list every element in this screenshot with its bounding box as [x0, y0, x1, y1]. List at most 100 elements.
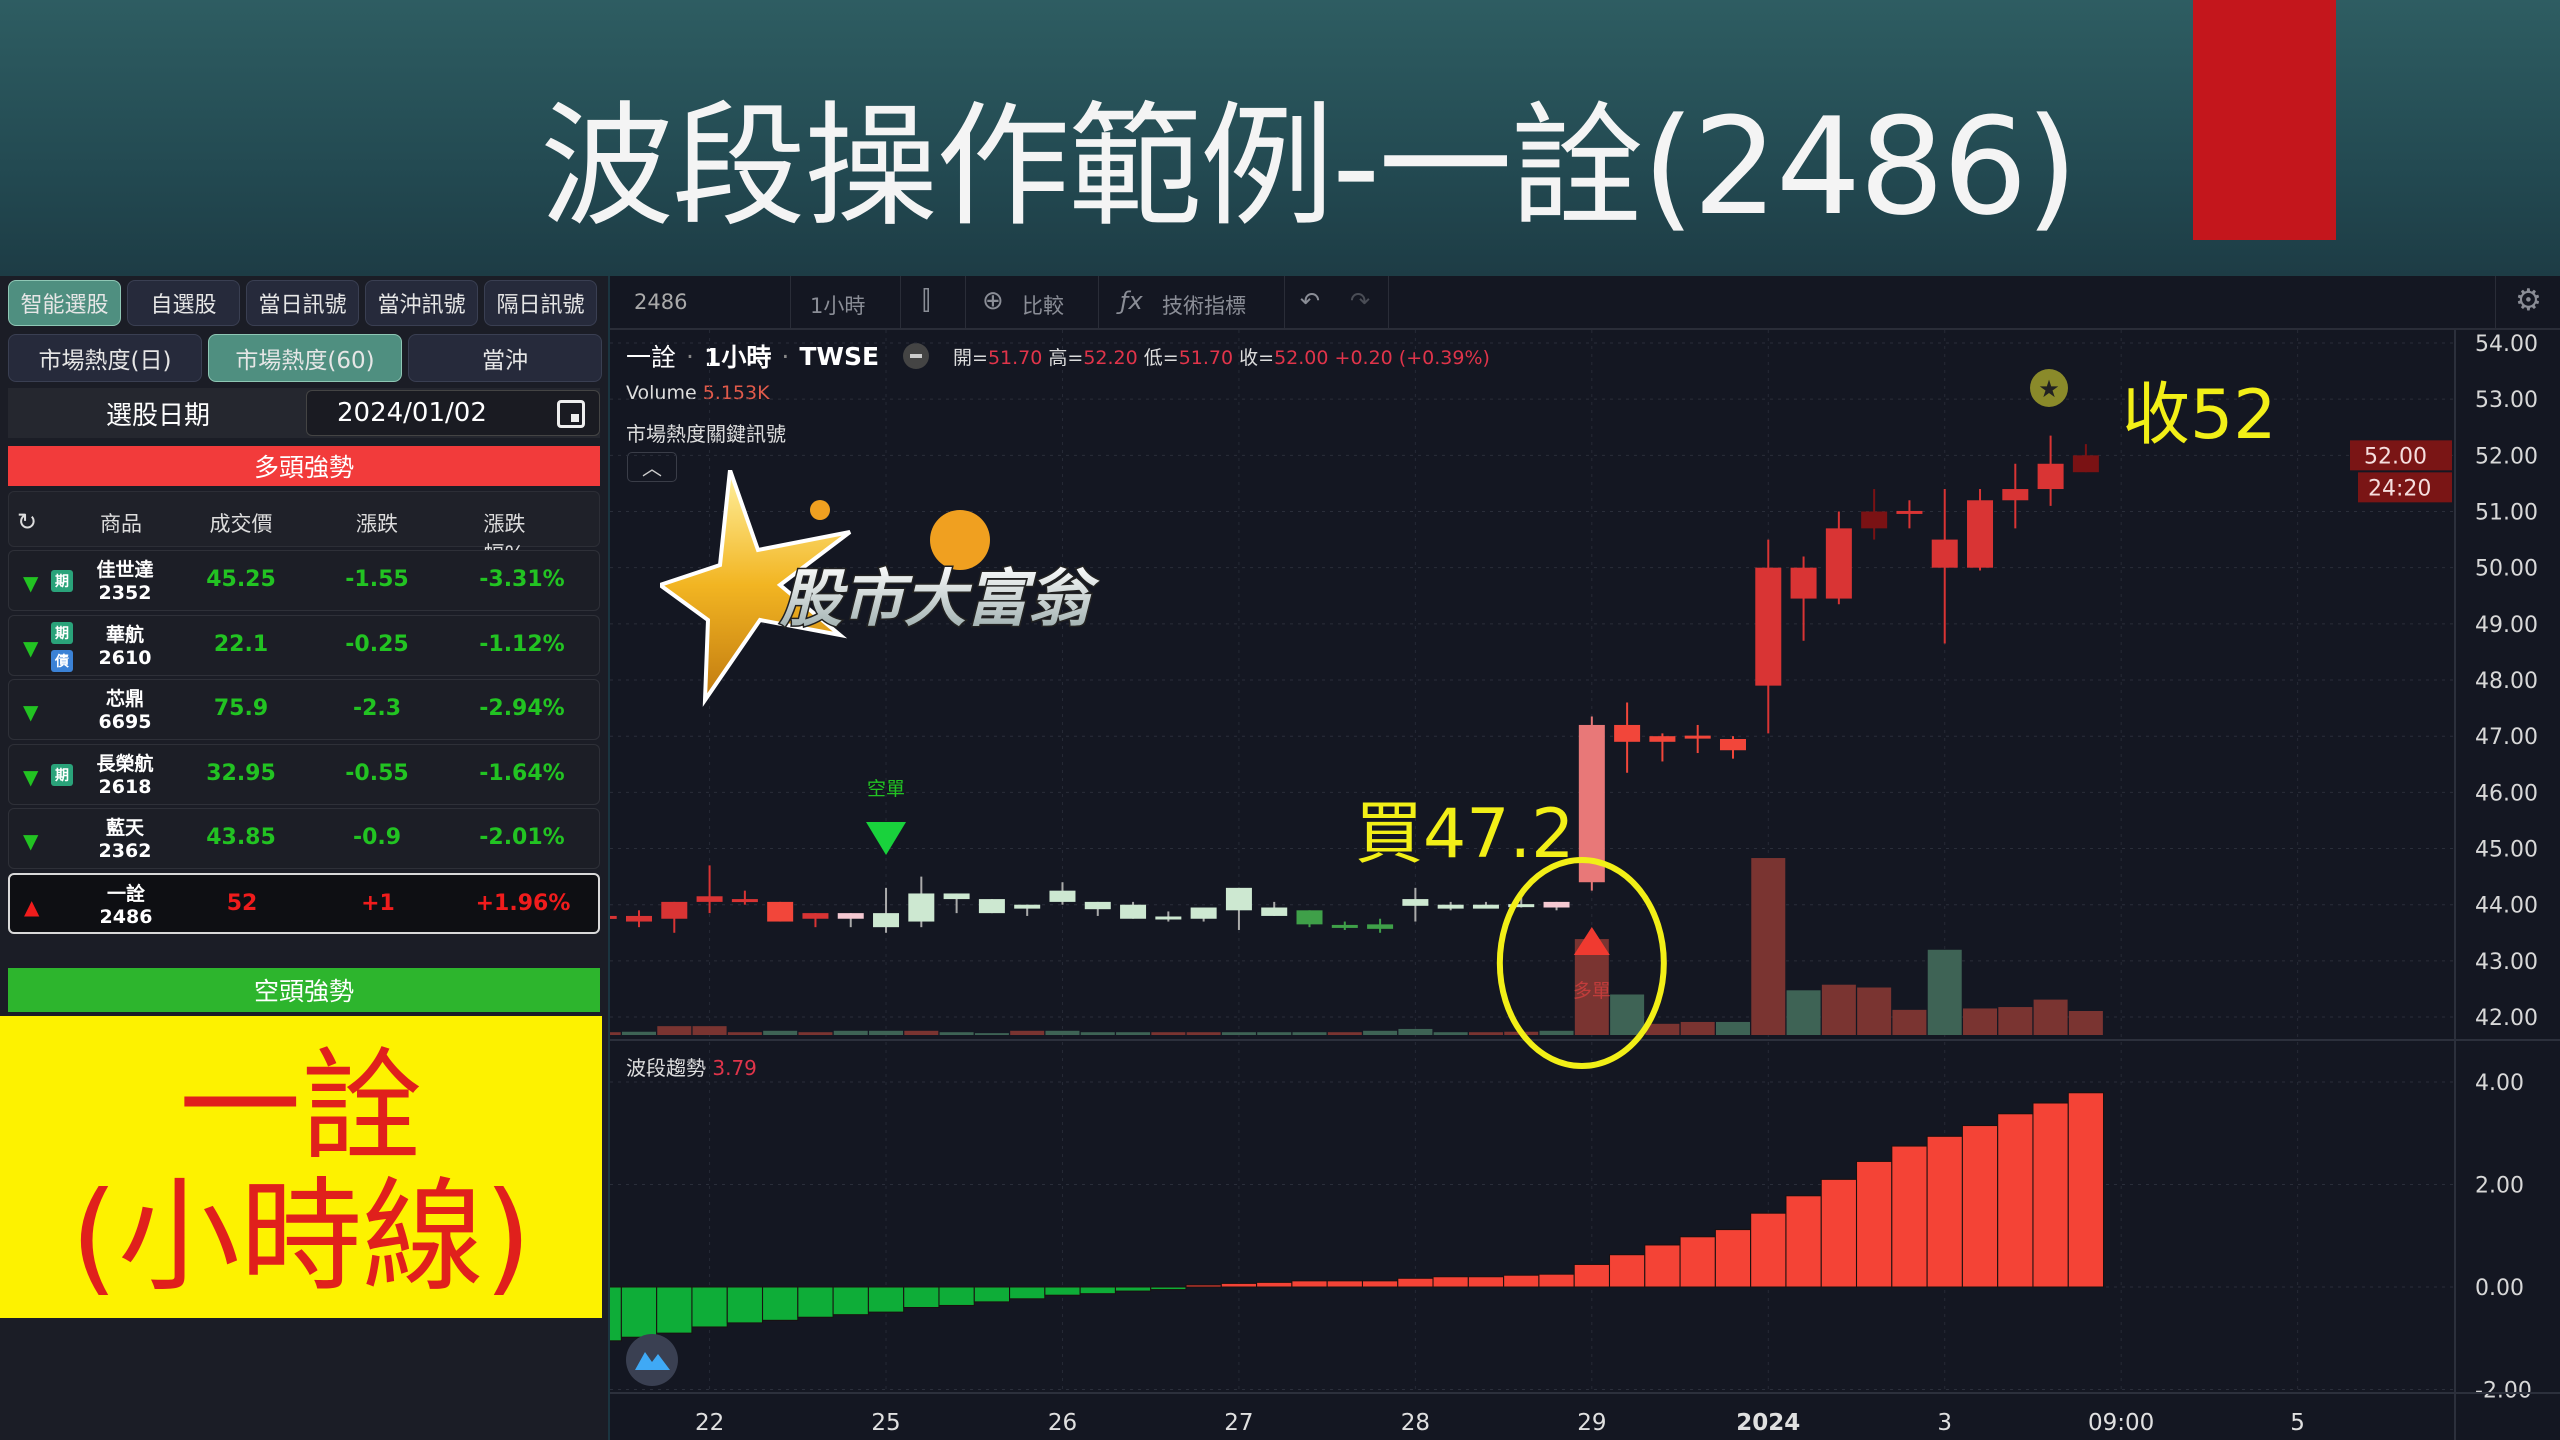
indicator-bar [1326, 1280, 1363, 1288]
stock-row[interactable]: ▲ 一詮 2486 52 +1 +1.96% [8, 872, 600, 934]
slide-title: 波段操作範例-一詮(2486) [540, 89, 2078, 245]
close-value: 52.00 [1274, 346, 1329, 369]
candle-body [661, 901, 688, 919]
tab-tabs_row2-2[interactable]: 當沖 [408, 334, 602, 382]
countdown-value: 24:20 [2368, 476, 2431, 501]
tab-tabs_row1-1[interactable]: 自選股 [127, 280, 240, 326]
sub-tabs: 市場熱度(日) 市場熱度(60) 當沖 [8, 334, 602, 382]
candle-body [1261, 907, 1288, 916]
undo-icon[interactable]: ↶ [1300, 287, 1321, 315]
volume-bar [798, 1032, 833, 1035]
date-input[interactable]: 2024/01/02 [306, 390, 600, 436]
date-tick-label: 25 [871, 1410, 900, 1436]
tab-tabs_row2-1[interactable]: 市場熱度(60) [208, 334, 402, 382]
price-tick-label: 46.00 [2475, 781, 2538, 806]
stock-name: 一詮 [106, 882, 146, 905]
indicator-bar [691, 1286, 728, 1328]
tab-tabs_row1-3[interactable]: 當沖訊號 [365, 280, 478, 326]
favorite-star-icon[interactable] [2030, 369, 2068, 407]
collapse-chevron-up-icon[interactable]: ︿ [627, 452, 677, 482]
indicator-bar [1997, 1113, 2034, 1288]
calendar-icon[interactable] [557, 400, 585, 428]
fx-icon[interactable]: ƒx [1120, 287, 1143, 315]
stock-pct: -2.94% [479, 696, 565, 721]
stock-row[interactable]: ▼ 期長榮航 2618 32.95 -0.55 -1.64% [8, 743, 600, 805]
date-tick-label: 2024 [1736, 1410, 1800, 1436]
redo-icon[interactable]: ↷ [1350, 287, 1371, 315]
long-signal-up-triangle-icon [1573, 927, 1610, 955]
open-label: 開= [953, 346, 988, 369]
indicator-bar [1185, 1284, 1222, 1288]
indicators-button[interactable]: 技術指標 [1162, 294, 1246, 318]
volume-bar [1963, 1008, 1998, 1035]
down-triangle-icon: ▼ [23, 764, 39, 789]
volume-bar [1857, 987, 1892, 1035]
indicator-bar [726, 1286, 763, 1324]
indicator-bar [832, 1286, 869, 1316]
refresh-icon[interactable]: ↻ [16, 508, 38, 536]
ohlc-values: 開=51.70 高=52.20 低=51.70 收=52.00 +0.20 (+… [953, 343, 1490, 370]
stock-row[interactable]: ▼ 芯鼎 6695 75.9 -2.3 -2.94% [8, 679, 600, 740]
up-triangle-icon: ▲ [24, 894, 40, 919]
tab-tabs_row1-0[interactable]: 智能選股 [8, 280, 121, 326]
symbol-input[interactable]: 2486 [634, 290, 688, 314]
price-tick-label: 52.00 [2475, 444, 2538, 469]
indicator-bar [1785, 1195, 1822, 1288]
volume-bar [1010, 1030, 1045, 1035]
stock-name: 長榮航 [96, 752, 154, 775]
volume-bar [1610, 994, 1645, 1035]
volume-bar [1186, 1032, 1221, 1035]
date-tick-label: 3 [1937, 1410, 1952, 1436]
stock-name: 佳世達 [96, 559, 154, 581]
candle-type-icon[interactable]: ⫿ [922, 286, 931, 316]
candle-body [610, 915, 617, 919]
interval-button[interactable]: 1小時 [810, 294, 866, 318]
candle-body [837, 913, 864, 919]
compare-plus-icon[interactable]: ⊕ [982, 286, 1004, 316]
indicator-bar [1432, 1276, 1469, 1288]
short-signal-down-triangle-icon [866, 822, 907, 855]
stock-row[interactable]: ▼ 期 佳世達 2352 45.25 -1.55 -3.31% [8, 550, 600, 611]
hide-legend-icon[interactable] [903, 343, 930, 369]
indicator-bar [1856, 1160, 1893, 1288]
tab-tabs_row2-0[interactable]: 市場熱度(日) [8, 334, 202, 382]
last-price-tag [2350, 440, 2452, 471]
close-label: 收= [1239, 346, 1275, 369]
date-tick-label: 22 [695, 1410, 724, 1436]
divider [2495, 276, 2496, 330]
low-value: 51.70 [1178, 346, 1234, 369]
coin-icon [810, 500, 830, 520]
indicator-bar [1467, 1276, 1505, 1288]
indicator-bar [797, 1286, 834, 1318]
date-row: 選股日期 2024/01/02 [8, 388, 600, 438]
indicator-bar [656, 1286, 693, 1334]
bear-strong-header[interactable]: 空頭強勢 [8, 968, 600, 1012]
divider [1284, 276, 1285, 330]
settings-gear-icon[interactable]: ⚙ [2515, 283, 2542, 318]
brand-mountain-icon[interactable] [626, 1334, 678, 1386]
logo-star-icon [660, 470, 852, 707]
compare-button[interactable]: 比較 [1022, 294, 1064, 318]
candle-body [873, 913, 900, 928]
stock-code: 2610 [98, 646, 152, 669]
stock-code: 2486 [99, 905, 153, 928]
stock-code: 2352 [98, 582, 152, 604]
price-tick-label: 54.00 [2475, 332, 2538, 357]
legend-exchange: TWSE [799, 341, 880, 371]
annotation-stock-name: 一詮 [179, 1036, 423, 1178]
stock-row[interactable]: ▼ 期債 華航 2610 22.1 -0.25 -1.12% [8, 614, 600, 676]
stock-row[interactable]: ▼ 藍天 2362 43.85 -0.9 -2.01% [8, 808, 600, 869]
price-chart[interactable]: 54.0053.0052.0051.0050.0049.0048.0047.00… [610, 330, 2560, 1440]
bull-strong-header[interactable]: 多頭強勢 [8, 446, 600, 486]
tab-tabs_row1-4[interactable]: 隔日訊號 [484, 280, 597, 326]
candle-body [1296, 910, 1323, 925]
volume-bar [1680, 1021, 1715, 1035]
indicator-bar [1609, 1254, 1646, 1288]
tab-tabs_row1-2[interactable]: 當日訊號 [246, 280, 359, 326]
candle-body [1190, 907, 1217, 919]
badge: 債 [51, 649, 73, 672]
stock-name: 芯鼎 [105, 688, 145, 710]
indicator-bar [1714, 1229, 1752, 1288]
indicator-bar [1961, 1125, 1999, 1288]
legend-name: 一詮 [626, 343, 677, 372]
